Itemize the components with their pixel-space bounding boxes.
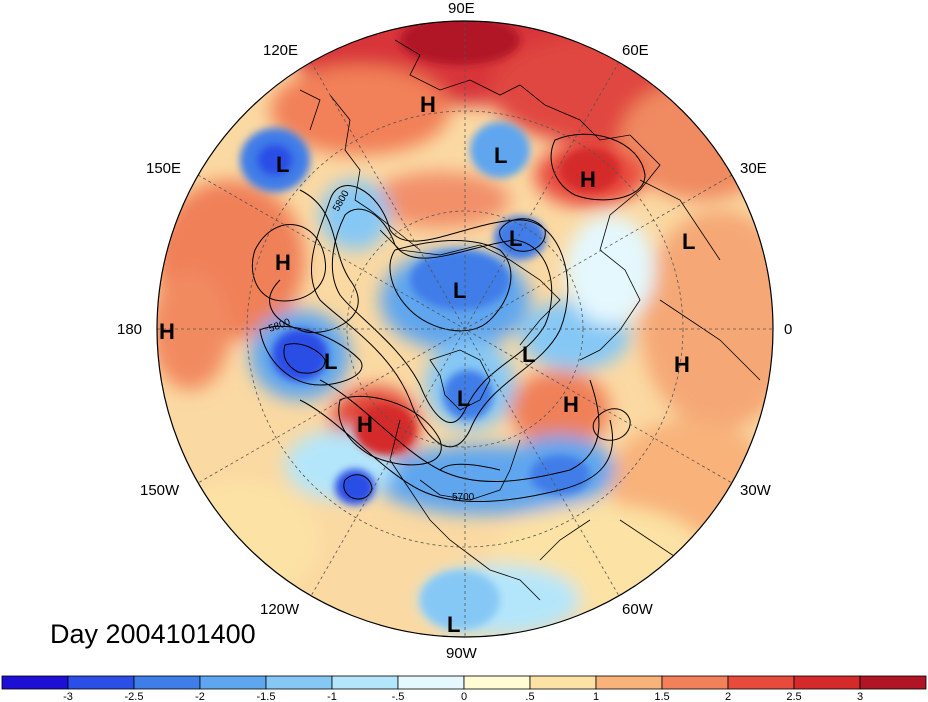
lon-label-60e: 60E <box>622 42 649 59</box>
lon-label-120e: 120E <box>263 42 298 59</box>
colorbar-tick-label: .5 <box>525 691 534 702</box>
colorbar-tick-label: 2.5 <box>786 691 801 702</box>
colorbar-tick-label: 0 <box>461 691 467 702</box>
colorbar-swatch <box>463 675 531 690</box>
pressure-center-low-kara: L <box>494 143 507 168</box>
pressure-centers: H L H L L L H L H L L H L H H L <box>159 92 695 637</box>
pressure-center-low-japan: L <box>276 152 289 177</box>
pressure-center-high-dateline: H <box>159 319 175 344</box>
colorbar-swatch <box>793 675 861 690</box>
lon-label-90e: 90E <box>448 0 475 17</box>
pressure-center-low-arctic: L <box>453 278 466 303</box>
lon-label-0: 0 <box>784 321 792 338</box>
pressure-center-low-aleutian: L <box>324 349 337 374</box>
colorbar-swatch <box>859 675 927 690</box>
colorbar-tick-label: 1 <box>593 691 599 702</box>
colorbar-tick-label: -.5 <box>392 691 405 702</box>
pressure-center-high-pacific-west: H <box>275 250 291 275</box>
colorbar-tick-label: -2.5 <box>125 691 144 702</box>
graticule <box>157 21 773 637</box>
pressure-center-low-south-pacific: L <box>447 612 460 637</box>
pressure-center-high-urals: H <box>580 167 596 192</box>
lon-label-180: 180 <box>117 321 142 338</box>
lon-label-60w: 60W <box>622 601 654 618</box>
pressure-center-low-canada: L <box>457 386 470 411</box>
colorbar-swatch <box>661 675 729 690</box>
pressure-center-high-africa: H <box>674 352 690 377</box>
colorbar-tick-label: 1.5 <box>654 691 669 702</box>
colorbar-swatch <box>595 675 663 690</box>
pressure-center-high-gulf-alaska: H <box>357 412 373 437</box>
contour-label-5700: 5700 <box>452 492 475 503</box>
colorbar-swatch <box>67 675 135 690</box>
lon-label-120w: 120W <box>260 601 300 618</box>
lon-label-150w: 150W <box>140 482 180 499</box>
colorbar-swatch <box>397 675 465 690</box>
colorbar-tick-label: -1.5 <box>257 691 276 702</box>
colorbar-swatch <box>727 675 795 690</box>
map-boundary <box>156 20 774 638</box>
colorbar: -3 -2.5 -2 -1.5 -1 -.5 0 .5 1 1.5 2 2.5 3 <box>1 675 927 702</box>
lon-label-90w: 90W <box>446 645 478 662</box>
colorbar-swatch <box>529 675 597 690</box>
pressure-center-low-greenland-sea: L <box>522 342 535 367</box>
pressure-center-low-laptev: L <box>509 226 522 251</box>
colorbar-swatch <box>1 675 69 690</box>
anomaly-field <box>157 21 773 637</box>
pressure-center-high-siberia: H <box>420 92 436 117</box>
pressure-center-low-europe: L <box>682 229 695 254</box>
colorbar-swatch <box>331 675 399 690</box>
colorbar-tick-label: 2 <box>725 691 731 702</box>
colorbar-swatch <box>133 675 201 690</box>
colorbar-swatch <box>265 675 333 690</box>
lon-label-30e: 30E <box>740 160 767 177</box>
longitude-labels: 90E 60E 30E 0 30W 60W 90W 120W 150W 180 … <box>117 0 792 662</box>
colorbar-swatch <box>199 675 267 690</box>
lon-label-150e: 150E <box>146 160 181 177</box>
colorbar-tick-label: 3 <box>857 691 863 702</box>
colorbar-tick-label: -2 <box>195 691 205 702</box>
lon-label-30w: 30W <box>740 482 772 499</box>
day-label: Day 2004101400 <box>50 619 256 649</box>
pressure-center-high-north-atlantic: H <box>563 392 579 417</box>
colorbar-tick-label: -3 <box>63 691 73 702</box>
colorbar-tick-label: -1 <box>327 691 337 702</box>
